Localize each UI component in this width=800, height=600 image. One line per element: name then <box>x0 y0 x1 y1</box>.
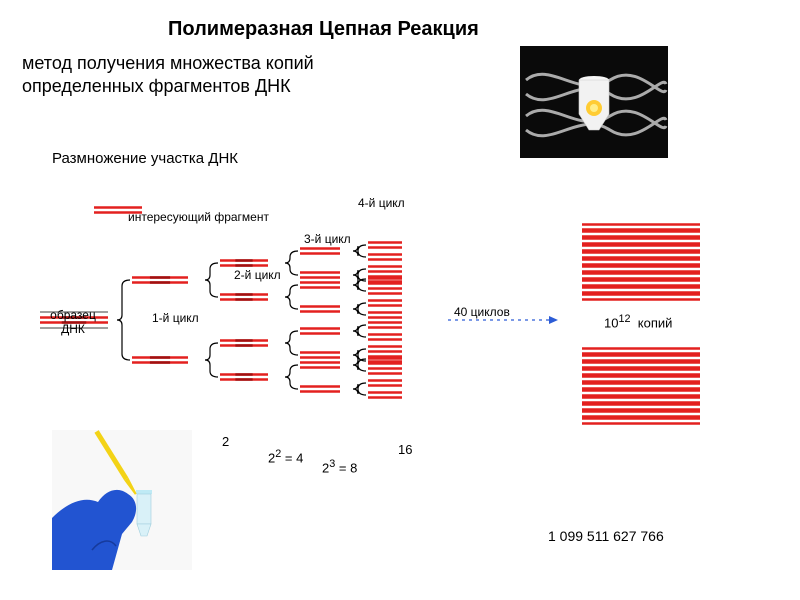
cycles40-label: 40 циклов <box>454 305 510 319</box>
section-label: Размножение участка ДНК <box>52 150 238 167</box>
cycle4-label: 4-й цикл <box>358 196 405 210</box>
copies-label: 1012 копий <box>604 313 672 331</box>
count-8: 23 = 8 <box>322 458 357 476</box>
legend-fragment: интересующий фрагмент <box>128 210 269 224</box>
cycle1-label: 1-й цикл <box>152 311 199 325</box>
cycle3-label: 3-й цикл <box>304 232 351 246</box>
count-4: 22 = 4 <box>268 448 303 466</box>
count-2: 2 <box>222 434 229 450</box>
page-title: Полимеразная Цепная Реакция <box>168 18 479 41</box>
subtitle-line1: метод получения множества копий <box>22 53 314 73</box>
count-16: 16 <box>398 442 412 458</box>
tube-dna-image <box>520 46 668 158</box>
cycle2-label: 2-й цикл <box>234 268 281 282</box>
subtitle: метод получения множества копий определе… <box>22 52 314 99</box>
subtitle-line2: определенных фрагментов ДНК <box>22 76 291 96</box>
sample-label: образецДНК <box>38 308 108 337</box>
big-number: 1 099 511 627 766 <box>548 528 664 545</box>
